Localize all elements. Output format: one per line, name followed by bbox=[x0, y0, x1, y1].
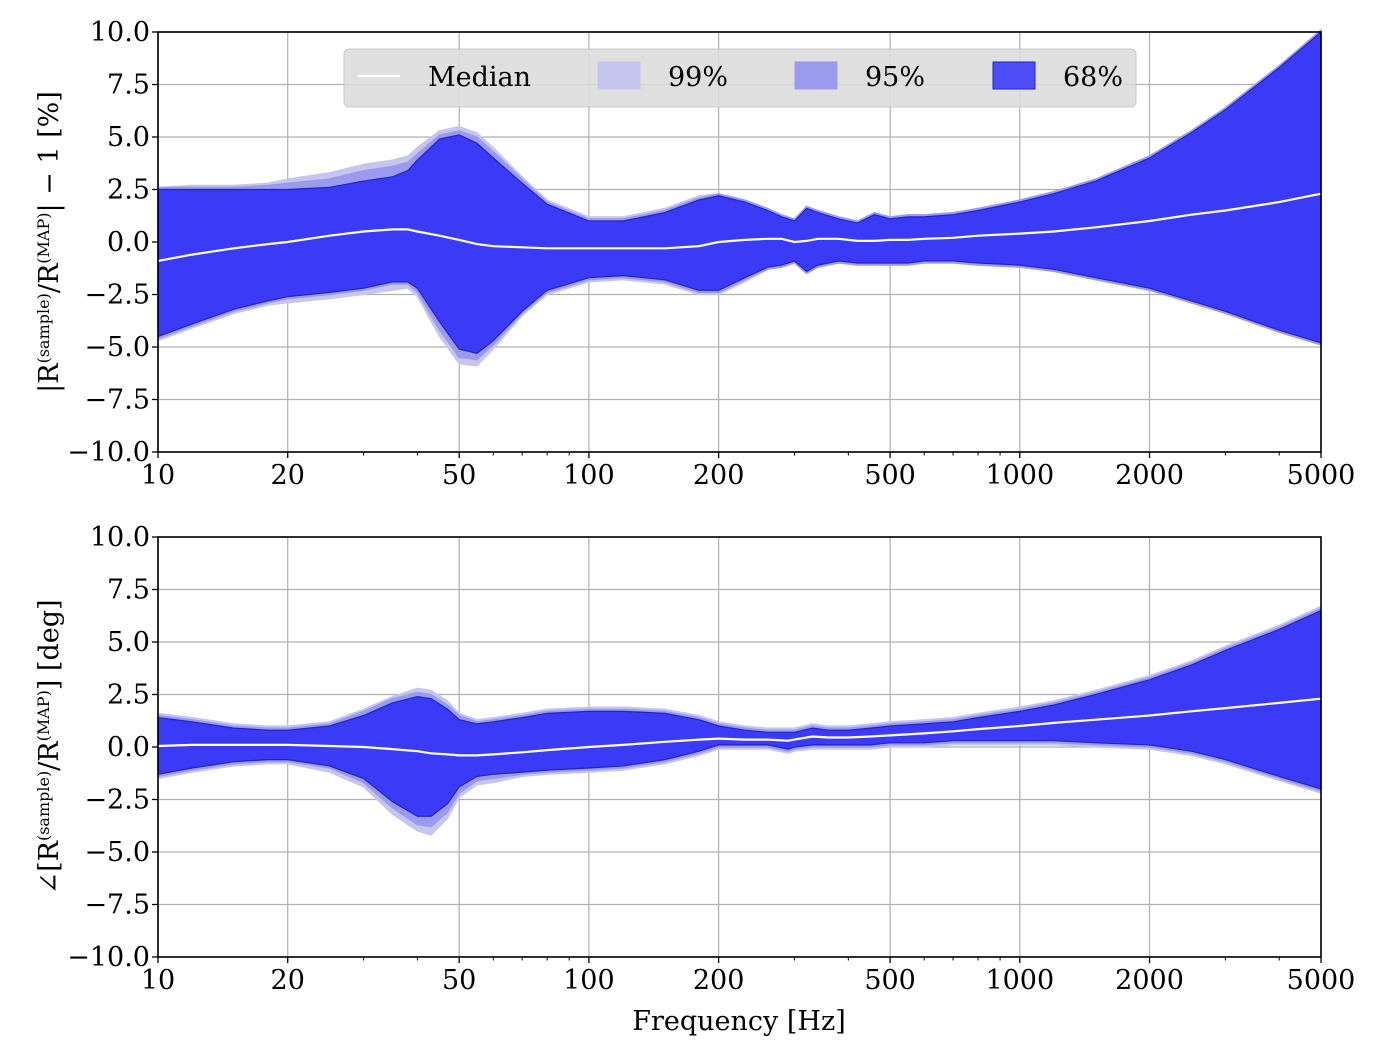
x-tick-label: 20 bbox=[271, 460, 305, 491]
y-tick-label: 0.0 bbox=[107, 732, 150, 763]
y-tick-label: −7.5 bbox=[84, 890, 150, 921]
y-axis-label: |R(sample)/R(MAP)| − 1 [%] bbox=[34, 91, 65, 393]
y-tick-label: −10.0 bbox=[67, 942, 150, 973]
x-tick-label: 2000 bbox=[1115, 965, 1184, 996]
legend-swatch-99 bbox=[597, 61, 641, 90]
y-tick-label: 5.0 bbox=[107, 122, 150, 153]
x-tick-label: 1000 bbox=[985, 460, 1054, 491]
y-tick-label: 10.0 bbox=[90, 17, 150, 48]
y-tick-label: 7.5 bbox=[107, 70, 150, 101]
x-tick-label: 200 bbox=[693, 460, 745, 491]
y-tick-label: 5.0 bbox=[107, 627, 150, 658]
x-tick-label: 100 bbox=[563, 965, 615, 996]
x-tick-label: 2000 bbox=[1115, 460, 1184, 491]
y-tick-label: 7.5 bbox=[107, 575, 150, 606]
x-tick-label: 5000 bbox=[1287, 965, 1356, 996]
legend: Median 99% 95% 68% bbox=[343, 48, 1137, 108]
y-axis-label: ∠[R(sample)/R(MAP)] [deg] bbox=[34, 599, 65, 894]
y-tick-label: −7.5 bbox=[84, 385, 150, 416]
legend-label: 68% bbox=[1063, 62, 1123, 93]
y-tick-label: 2.5 bbox=[107, 680, 150, 711]
y-tick-label: 2.5 bbox=[107, 175, 150, 206]
x-tick-label: 200 bbox=[693, 965, 745, 996]
legend-box bbox=[343, 48, 1137, 108]
phase-panel: 10 20 50 100 200 500 1000 2000 5000 −10.0 −7.5 −5.0… bbox=[34, 522, 1355, 996]
legend-swatch-95 bbox=[794, 61, 838, 90]
x-tick-label: 20 bbox=[271, 965, 305, 996]
x-tick-label: 100 bbox=[563, 460, 615, 491]
y-tick-label: −5.0 bbox=[84, 332, 150, 363]
legend-label: 99% bbox=[668, 62, 728, 93]
legend-label: Median bbox=[428, 62, 531, 93]
x-tick-label: 10 bbox=[141, 965, 175, 996]
y-tick-label: 0.0 bbox=[107, 227, 150, 258]
x-tick-label: 1000 bbox=[985, 965, 1054, 996]
x-axis-label: Frequency [Hz] bbox=[632, 1006, 845, 1037]
y-tick-label: −10.0 bbox=[67, 437, 150, 468]
x-tick-label: 10 bbox=[141, 460, 175, 491]
y-tick-label: −2.5 bbox=[84, 280, 150, 311]
y-tick-label: 10.0 bbox=[90, 522, 150, 553]
x-tick-label: 50 bbox=[442, 460, 476, 491]
median-line bbox=[157, 192, 1322, 262]
x-tick-label: 5000 bbox=[1287, 460, 1356, 491]
legend-label: 95% bbox=[865, 62, 925, 93]
median-line bbox=[157, 697, 1322, 757]
x-tick-label: 500 bbox=[864, 965, 916, 996]
x-tick-label: 500 bbox=[864, 460, 916, 491]
x-tick-label: 50 bbox=[442, 965, 476, 996]
magnitude-panel: 10 20 50 100 200 500 1000 2000 5000 −10.0 −7.5 −5.0… bbox=[34, 17, 1355, 491]
legend-swatch-68 bbox=[992, 61, 1036, 90]
y-tick-label: −2.5 bbox=[84, 785, 150, 816]
y-tick-label: −5.0 bbox=[84, 837, 150, 868]
